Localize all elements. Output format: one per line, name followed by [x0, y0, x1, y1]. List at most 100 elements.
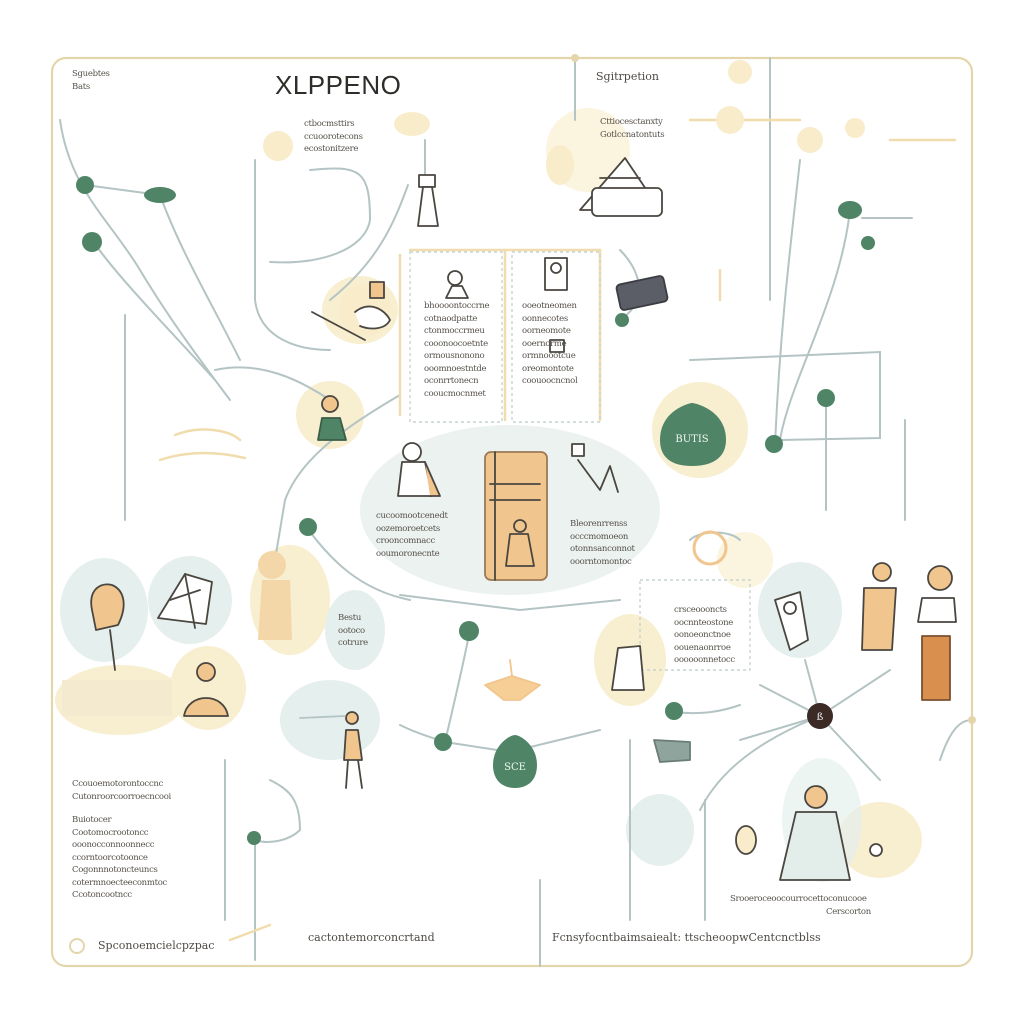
- text-line: bhoooontoccrne: [424, 301, 490, 311]
- text-line: otonnsanconnot: [570, 544, 635, 554]
- text-line: ooonocconnoonnecc: [72, 840, 155, 850]
- text-line: cooonoocoetnte: [424, 338, 488, 349]
- top-left-label: Sguebtes Bats: [72, 68, 110, 93]
- top-left-label-line: Sguebtes: [72, 69, 110, 79]
- text-line: ccorntoorcotoonce: [72, 852, 148, 863]
- node-bottom-left-ring: [69, 938, 85, 954]
- figure-mid-small: [611, 645, 645, 691]
- text-line: ormousnonono: [424, 351, 485, 361]
- figure-card-left: [445, 270, 469, 299]
- figure-left-1: [90, 583, 125, 671]
- figure-illustrations: [62, 60, 957, 881]
- footer-left: Spconoemcielcpzpac: [98, 939, 215, 952]
- figure-right-2: [917, 565, 957, 701]
- node-top-anchor: [571, 54, 579, 62]
- figure-scholar: [311, 281, 391, 341]
- text-line: ooorntomontoc: [570, 556, 632, 567]
- badge-center-text: SCE: [504, 762, 526, 773]
- top-left-label-line: Bats: [72, 81, 90, 92]
- node-11: [665, 702, 683, 720]
- text-block-right-mid: crsceoooncts oocnnteostone oonoeonctnoe …: [674, 604, 735, 667]
- node-3: [82, 232, 102, 252]
- figure-center-left: [397, 442, 441, 497]
- text-line: Ccouoemotorontoccnc: [72, 779, 163, 789]
- text-line: Srooeroceoocourrocettoconucooe: [730, 894, 867, 904]
- text-line: Buiotocer: [72, 815, 112, 825]
- text-line: ooeotneomen: [522, 301, 577, 311]
- text-line: oonnecotes: [522, 313, 568, 324]
- badge-right-text: ß: [817, 712, 824, 723]
- figure-star-icon: [484, 659, 541, 701]
- text-line: oouenaonrroe: [674, 642, 731, 653]
- top-lamp-icon: [417, 174, 439, 227]
- text-line: Cttiocesctanxty: [600, 117, 663, 127]
- text-line: crooncomnacc: [376, 536, 435, 546]
- badge-top-right-node: [660, 403, 726, 466]
- node-7: [817, 389, 835, 407]
- outer-frame: [50, 56, 974, 968]
- text-block-card-right: ooeotneomen oonnecotes oorneomote ooerno…: [522, 300, 578, 388]
- text-line: oconrrtonecn: [424, 376, 479, 386]
- figure-left-4: [62, 551, 292, 716]
- accent-lines: [158, 118, 957, 942]
- text-block-top-mid: ctbocmsttirs ccuoorotecons ecostonitzere: [304, 118, 363, 156]
- text-line: cotnaodpatte: [424, 313, 478, 324]
- text-line: ctonmoccrmeu: [424, 326, 485, 336]
- text-line: ooumoronecnte: [376, 548, 440, 559]
- figure-right-1: [861, 562, 897, 651]
- text-line: ormnoootcue: [522, 351, 576, 361]
- figure-reading: [317, 395, 347, 441]
- text-line: ooomnoestntde: [424, 363, 487, 374]
- text-line: Cerscorton: [826, 906, 871, 917]
- figure-left-3: [183, 662, 229, 717]
- text-line: occcmomoeon: [570, 531, 629, 542]
- text-line: cotermnoecteeconmtoc: [72, 877, 168, 888]
- badge-right-node: [807, 703, 833, 729]
- figure-bottom-ring: [692, 530, 728, 566]
- diagram-title: XLPPENO: [275, 70, 402, 100]
- node-2: [144, 187, 176, 203]
- text-line: ecostonitzere: [304, 144, 359, 154]
- figure-hand: [653, 739, 691, 763]
- text-line: oooooonnetocc: [674, 655, 735, 665]
- node-right-anchor: [968, 716, 976, 724]
- text-line: ootoco: [338, 625, 365, 636]
- text-line: ctbocmsttirs: [304, 119, 355, 129]
- network-nodes: [69, 54, 976, 954]
- text-line: ooernorme: [522, 338, 567, 349]
- text-line: Cogonnnotoncteuncs: [72, 865, 158, 875]
- card-outlines: [409, 251, 751, 671]
- text-block-top-right: Cttiocesctanxty Gotlccnatontuts: [600, 116, 665, 141]
- badge-top-right-text: BUTIS: [675, 434, 708, 445]
- footer-center: cactontemorconcrtand: [308, 931, 435, 944]
- text-line: oonoeonctnoe: [674, 630, 731, 640]
- node-1: [76, 176, 94, 194]
- text-line: Ccotoncootncc: [72, 890, 132, 900]
- text-line: ccuoorotecons: [304, 131, 363, 142]
- text-line: cotrure: [338, 638, 368, 648]
- node-4: [299, 518, 317, 536]
- node-10: [861, 236, 875, 250]
- figure-bottom-right: [735, 785, 883, 881]
- text-line: oocnnteostone: [674, 617, 734, 628]
- text-block-center-left: cucoomootcenedt oozemoroetcets crooncomn…: [376, 510, 448, 560]
- figure-center-right: [571, 443, 619, 493]
- connector-lines: [59, 57, 973, 967]
- node-8: [765, 435, 783, 453]
- text-line: Cutonroorcoorroecncooi: [72, 791, 171, 802]
- text-line: crsceoooncts: [674, 605, 727, 615]
- text-block-mid-small: Bestu ootoco cotrure: [338, 612, 368, 650]
- top-right-tent-icon: [579, 157, 663, 217]
- badge-center-node: [493, 735, 537, 788]
- text-line: oreomontote: [522, 363, 574, 374]
- text-block-center-right: Bleorenrrenss occcmomoeon otonnsanconnot…: [570, 518, 635, 568]
- node-9: [838, 201, 862, 219]
- text-block-right-bottom: Srooeroceoocourrocettoconucooe Cerscorto…: [730, 893, 871, 918]
- small-nodes-top: [263, 60, 865, 185]
- node-6: [434, 733, 452, 751]
- text-line: cucoomootcenedt: [376, 511, 448, 521]
- text-block-left-bottom-a: Ccouoemotorontoccnc Cutonroorcoorroecnco…: [72, 778, 171, 803]
- text-line: coouoocncnol: [522, 376, 578, 386]
- text-line: oozemoroetcets: [376, 523, 440, 534]
- text-line: Gotlccnatontuts: [600, 129, 665, 140]
